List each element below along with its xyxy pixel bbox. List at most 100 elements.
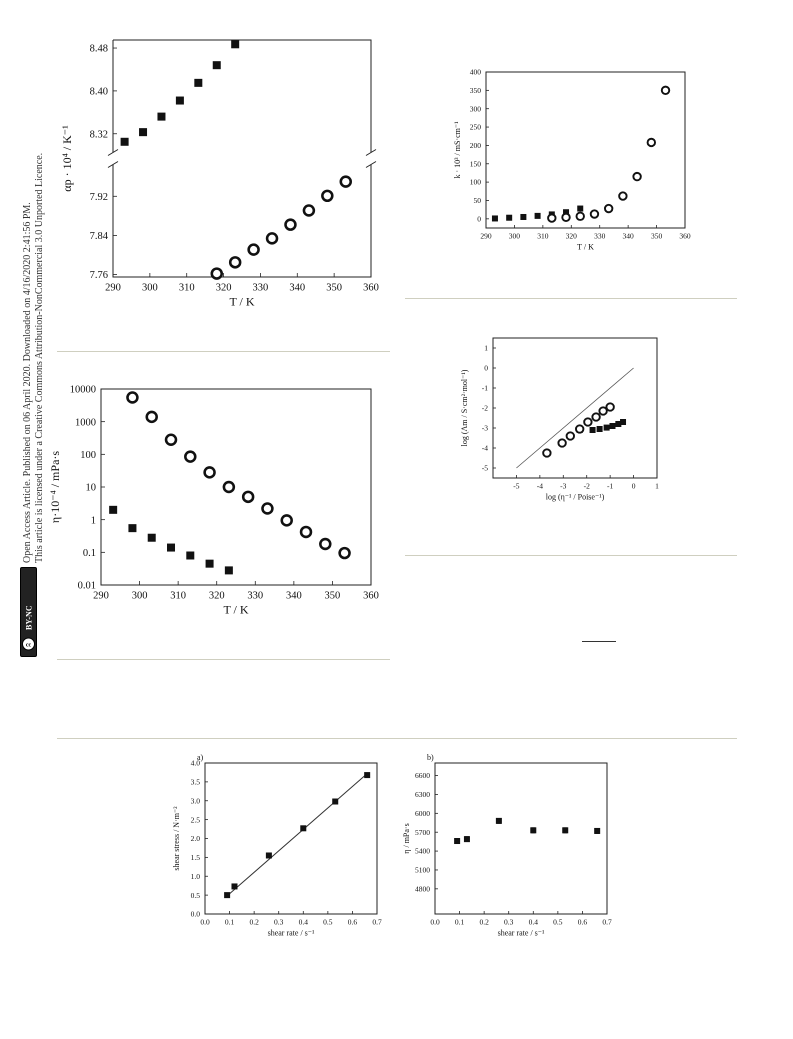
data-point xyxy=(603,424,610,431)
y-tick-label: 3.5 xyxy=(191,778,201,787)
y-tick-label: 400 xyxy=(470,68,482,77)
plot-frame xyxy=(485,71,686,229)
data-point xyxy=(575,424,585,434)
y-tick-label: 0 xyxy=(484,364,488,373)
separator xyxy=(57,659,390,660)
x-axis-label: shear rate / s⁻¹ xyxy=(498,929,545,938)
x-tick-label: 0.7 xyxy=(372,918,382,927)
data-point xyxy=(589,209,600,219)
y-tick-label: 8.48 xyxy=(90,44,108,55)
y-tick-label: 4800 xyxy=(415,884,430,893)
data-point xyxy=(321,189,334,203)
x-tick-label: 0.1 xyxy=(225,918,235,927)
x-tick-label: 320 xyxy=(209,591,225,602)
x-tick-label: 310 xyxy=(170,591,186,602)
panel-label: b) xyxy=(427,753,434,762)
x-tick-label: 0.4 xyxy=(299,918,309,927)
y-tick-label: 1 xyxy=(91,515,96,526)
x-tick-label: 360 xyxy=(679,232,691,241)
y-tick-label: 0 xyxy=(477,214,481,223)
x-tick-label: 340 xyxy=(289,283,305,294)
y-tick-label: 7.84 xyxy=(90,231,109,242)
x-tick-label: 290 xyxy=(93,591,109,602)
data-point xyxy=(620,419,627,425)
data-point xyxy=(632,171,642,182)
data-point xyxy=(591,412,601,422)
x-tick-label: 0.3 xyxy=(504,918,514,927)
chart-shear-stress: 0.0 0.1 0.2 0.3 0.4 0.5 0.6 0.7 shear rate / s⁻¹… xyxy=(172,753,382,938)
cc-icon: cc BY-NC xyxy=(22,605,35,651)
x-tick-label: 1 xyxy=(655,482,659,491)
x-tick-label: -1 xyxy=(607,482,613,491)
data-point xyxy=(128,524,137,533)
data-point xyxy=(147,533,156,542)
data-point xyxy=(615,421,622,427)
data-point xyxy=(212,61,221,70)
plot-frame xyxy=(204,762,378,915)
plot-frame xyxy=(112,164,372,278)
x-tick-label: 310 xyxy=(537,232,549,241)
y-tick-label: 100 xyxy=(80,450,96,461)
data-point xyxy=(562,827,569,834)
data-point xyxy=(157,112,166,121)
data-point xyxy=(454,838,461,845)
x-tick-label: 350 xyxy=(651,232,663,241)
y-tick-label: -1 xyxy=(482,384,488,393)
y-tick-label: 1.5 xyxy=(191,853,201,862)
chart-conductivity: 290 300 310 320 330 340 350 360 T / K k · 10³ / m… xyxy=(453,68,691,252)
data-point xyxy=(534,212,541,219)
chart-thermal-expansion: 290 300 310 320 330 340 350 360 T / K αp · 10⁴ / … xyxy=(60,39,379,309)
reference-line xyxy=(516,367,634,469)
x-tick-label: 340 xyxy=(286,591,302,602)
x-tick-label: -3 xyxy=(560,482,566,491)
y-axis-label: η·10⁻⁴ / mPa·s xyxy=(48,451,62,523)
y-tick-label: 2.0 xyxy=(191,834,201,843)
x-tick-label: 0.0 xyxy=(430,918,440,927)
cc-license-badge[interactable]: cc BY-NC xyxy=(20,567,37,657)
data-point xyxy=(224,892,231,899)
data-point xyxy=(224,566,233,575)
x-tick-label: 350 xyxy=(326,283,342,294)
y-tick-label: -5 xyxy=(482,464,488,473)
y-tick-label: 1 xyxy=(484,344,488,353)
y-axis-label: shear stress / N·m⁻² xyxy=(172,806,181,871)
data-point xyxy=(575,211,585,221)
data-point xyxy=(145,410,158,424)
x-tick-label: 0.2 xyxy=(479,918,489,927)
data-point xyxy=(261,502,274,515)
license-sidebar: Open Access Article. Published on 06 Apr… xyxy=(0,0,45,1039)
data-point xyxy=(561,212,571,223)
data-point xyxy=(491,215,498,222)
data-point xyxy=(231,883,238,890)
data-point xyxy=(547,213,557,223)
x-tick-label: 350 xyxy=(325,591,341,602)
x-tick-label: 290 xyxy=(105,283,121,294)
y-axis-label: η / mPa·s xyxy=(402,823,411,853)
x-tick-label: 0.1 xyxy=(455,918,465,927)
panel-label: a) xyxy=(197,753,204,762)
cc-badge-label: BY-NC xyxy=(25,605,34,630)
data-point xyxy=(280,514,293,527)
plot-frame xyxy=(492,337,658,479)
chart-walden-plot: -5 -4 -3 -2 -1 0 1 log (η⁻¹ / Poise⁻¹) log (Λm /… xyxy=(460,337,659,502)
y-tick-label: 2.5 xyxy=(191,815,201,824)
data-point xyxy=(203,466,216,479)
y-tick-label: 6600 xyxy=(415,771,430,780)
x-tick-label: 330 xyxy=(253,283,269,294)
fit-line xyxy=(226,773,368,897)
x-axis-label: T / K xyxy=(223,603,248,617)
x-tick-label: 0.2 xyxy=(249,918,259,927)
x-tick-label: 300 xyxy=(509,232,521,241)
axis-break-mark xyxy=(365,149,377,168)
data-point xyxy=(660,85,671,96)
data-point xyxy=(605,402,615,412)
data-point xyxy=(589,427,596,433)
data-point xyxy=(284,218,297,231)
data-point xyxy=(164,433,178,446)
x-tick-label: 0 xyxy=(632,482,636,491)
data-point xyxy=(241,490,255,504)
data-point xyxy=(542,448,552,458)
y-tick-label: 200 xyxy=(470,141,482,150)
y-tick-label: 0.5 xyxy=(191,891,201,900)
x-tick-label: 290 xyxy=(480,232,492,241)
